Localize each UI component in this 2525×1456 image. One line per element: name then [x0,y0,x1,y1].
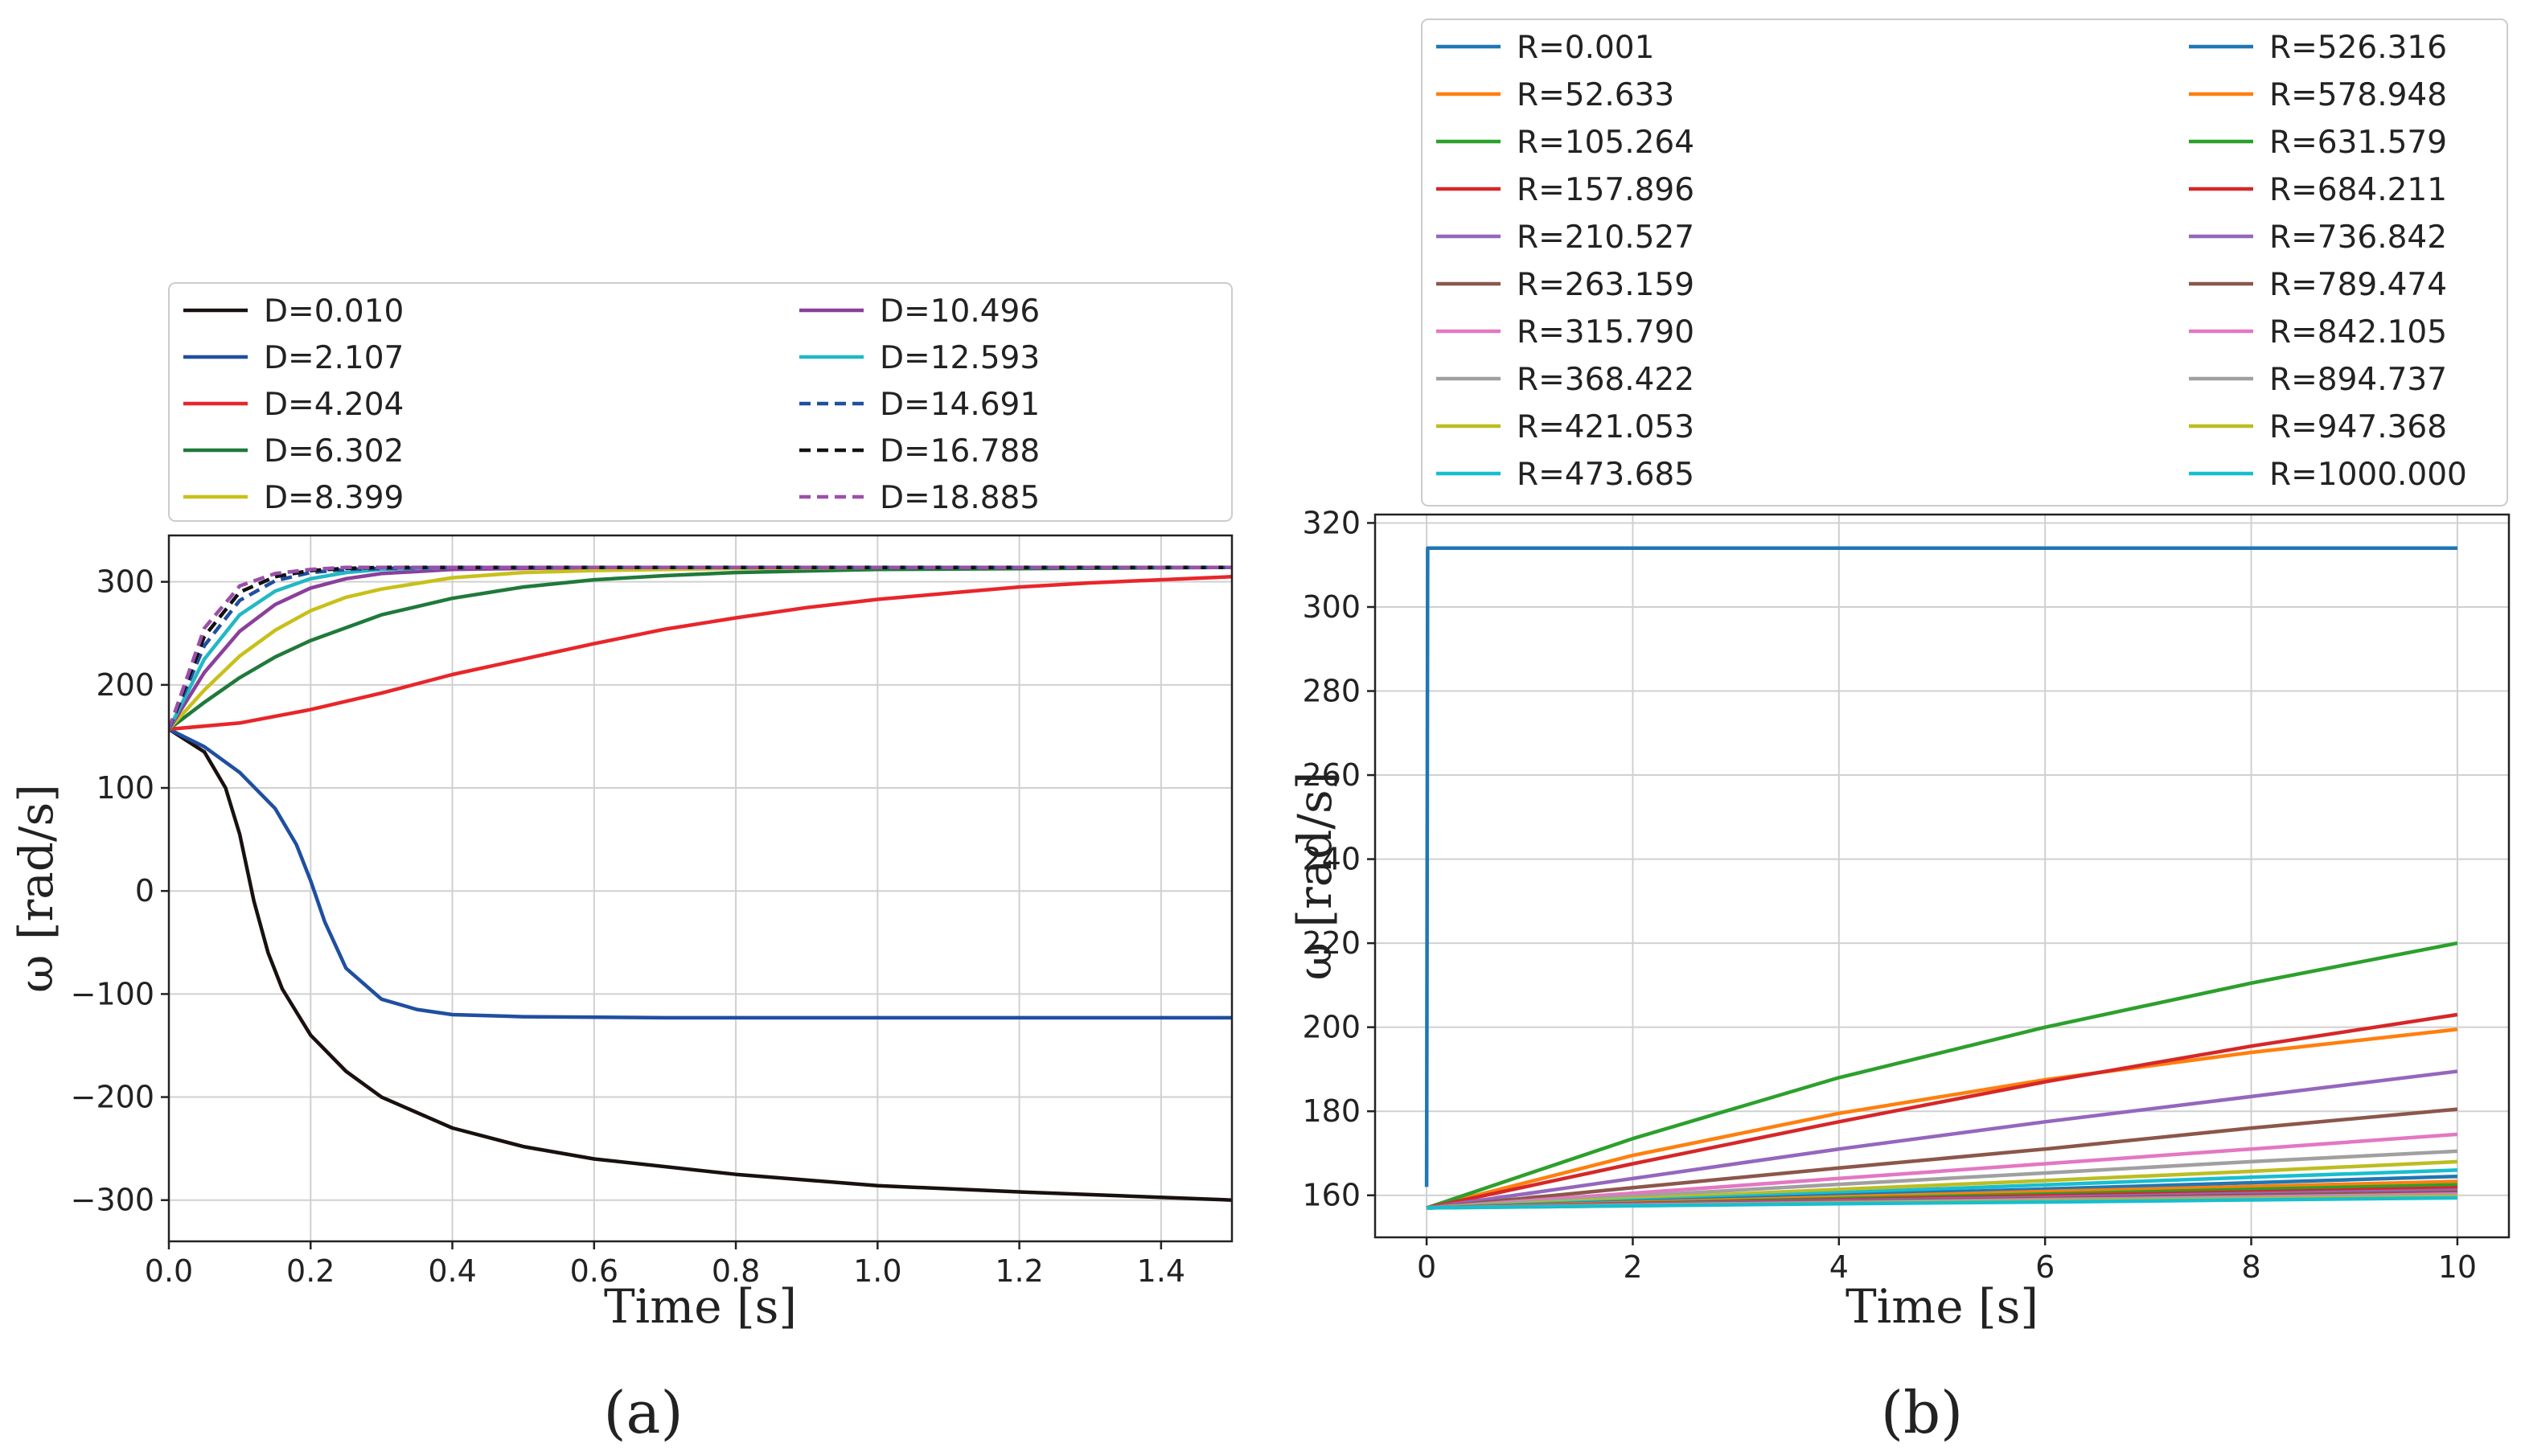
series-line-D=18.885 [169,565,1232,730]
legend-label: R=105.264 [1517,125,1694,161]
series-group [1424,546,2458,1210]
series-line-D=0.010 [169,728,1232,1202]
legend-label: R=684.211 [2269,172,2447,208]
legend-label: R=368.422 [1517,362,1694,398]
x-tick-label: 0.6 [570,1253,618,1289]
y-tick-label: 160 [1302,1178,1361,1213]
y-tick-label: −100 [71,976,154,1011]
legend-label: R=1000.000 [2269,457,2467,493]
y-tick-label: 300 [96,564,154,600]
series-line-R=52.633 [1426,1027,2458,1210]
x-tick-label: 4 [1829,1249,1849,1285]
legend-label: R=157.896 [1517,172,1694,208]
axes-frame [1373,513,2511,1239]
legend-label: D=0.010 [264,293,404,330]
legend-label: R=526.316 [2269,30,2447,66]
legend-label: D=6.302 [264,433,404,470]
legend-label: R=315.790 [1517,314,1694,351]
y-tick-label: 100 [96,770,154,806]
y-axis-label: ω [rad/s] [1287,772,1342,981]
legend-label: D=8.399 [264,480,404,516]
y-tick-label: −300 [71,1183,154,1218]
legend-label: R=263.159 [1517,267,1694,303]
x-tick-label: 0 [1417,1249,1436,1285]
chart-panel-b: 0 2 4 6 8 10 160 180 200 220 240 260 280 300 320 Time [… [1287,18,2511,1446]
y-tick-label: 200 [96,667,154,703]
legend-label: R=473.685 [1517,457,1694,493]
y-tick-label: 240 [1302,842,1361,877]
legend-label: R=210.527 [1517,219,1694,256]
series-line-R=315.790 [1426,1132,2458,1210]
axes-frame [167,534,1234,1243]
legend-label: R=736.842 [2269,219,2447,256]
panel-label: (a) [603,1379,683,1446]
y-tick-label: 220 [1302,925,1361,961]
legend-label: R=842.105 [2269,314,2447,351]
x-tick-label: 1.2 [995,1253,1043,1289]
legend-label: R=894.737 [2269,362,2447,398]
x-tick-label: 8 [2241,1249,2260,1285]
x-tick-label: 10 [2438,1249,2477,1285]
legend-label: D=14.691 [880,387,1040,423]
x-tick-label: 0.0 [145,1253,193,1289]
x-axis-label: Time [s] [604,1279,797,1334]
x-tick-label: 6 [2035,1249,2055,1285]
series-line-R=210.527 [1426,1069,2458,1210]
y-axis-label: ω [rad/s] [9,784,64,993]
series-line-R=368.422 [1426,1149,2458,1210]
y-tick-label: 200 [1302,1010,1361,1045]
legend-label: R=0.001 [1517,30,1654,66]
series-line-R=157.896 [1426,1012,2458,1210]
y-tick-label: 300 [1302,589,1361,625]
x-axis-label: Time [s] [1846,1279,2038,1334]
legend-label: D=18.885 [880,480,1040,516]
y-tick-label: 260 [1302,757,1361,793]
series-line-D=6.302 [169,565,1232,731]
series-line-D=2.107 [169,727,1232,1020]
chart-panel-a: 0.0 0.2 0.4 0.6 0.8 1.0 1.2 1.4 −300 −200 −100 0 100… [9,282,1234,1446]
x-tick-label: 0.2 [286,1253,335,1289]
series-line-R=105.264 [1426,941,2458,1210]
legend-label: D=16.788 [880,433,1040,470]
series-group [169,565,1232,1202]
legend-label: R=421.053 [1517,409,1694,445]
legend-label: D=2.107 [264,340,404,376]
x-tick-label: 1.4 [1137,1253,1185,1289]
y-tick-label: 180 [1302,1093,1361,1129]
legend-label: R=947.368 [2269,409,2447,445]
panel-label: (b) [1881,1379,1963,1446]
x-tick-label: 0.8 [712,1253,760,1289]
y-tick-label: 0 [135,873,154,908]
series-line-R=1000.000 [1427,1196,2457,1210]
x-tick-label: 2 [1623,1249,1642,1285]
legend-label: R=578.948 [2269,77,2447,113]
legend-label: D=12.593 [880,340,1040,376]
legend-label: R=789.474 [2269,267,2447,303]
y-tick-label: 280 [1302,674,1361,709]
series-line-R=263.159 [1426,1107,2458,1210]
legend-label: D=10.496 [880,293,1040,330]
x-tick-label: 1.0 [853,1253,901,1289]
series-line-R=0.001 [1424,546,2457,1187]
series-line-D=4.204 [169,575,1232,732]
legend-box [168,282,1233,522]
legend-label: D=4.204 [264,387,404,423]
y-tick-label: 320 [1302,505,1361,540]
y-tick-label: −200 [71,1080,154,1115]
legend-label: R=631.579 [2269,125,2447,161]
x-tick-label: 0.4 [428,1253,476,1289]
legend-label: R=52.633 [1517,77,1674,113]
